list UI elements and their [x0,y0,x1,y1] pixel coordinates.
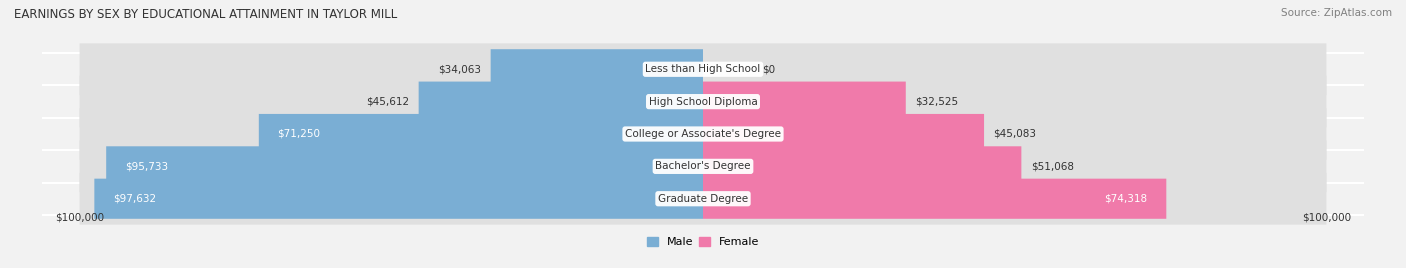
Text: EARNINGS BY SEX BY EDUCATIONAL ATTAINMENT IN TAYLOR MILL: EARNINGS BY SEX BY EDUCATIONAL ATTAINMEN… [14,8,398,21]
FancyBboxPatch shape [703,81,905,122]
Text: $45,612: $45,612 [366,97,409,107]
FancyBboxPatch shape [491,49,703,89]
Text: $51,068: $51,068 [1031,161,1074,171]
Text: $95,733: $95,733 [125,161,167,171]
FancyBboxPatch shape [80,140,1326,192]
FancyBboxPatch shape [419,81,703,122]
FancyBboxPatch shape [703,146,1021,187]
Text: $100,000: $100,000 [1302,213,1351,222]
Text: Graduate Degree: Graduate Degree [658,194,748,204]
FancyBboxPatch shape [703,114,984,154]
Legend: Male, Female: Male, Female [643,233,763,252]
Text: High School Diploma: High School Diploma [648,97,758,107]
Text: $0: $0 [762,64,775,74]
FancyBboxPatch shape [703,179,1167,219]
Text: $45,083: $45,083 [994,129,1036,139]
FancyBboxPatch shape [80,43,1326,95]
FancyBboxPatch shape [80,108,1326,160]
Text: Less than High School: Less than High School [645,64,761,74]
Text: College or Associate's Degree: College or Associate's Degree [626,129,780,139]
FancyBboxPatch shape [259,114,703,154]
FancyBboxPatch shape [80,76,1326,128]
FancyBboxPatch shape [94,179,703,219]
Text: $71,250: $71,250 [277,129,321,139]
FancyBboxPatch shape [80,173,1326,225]
Text: Source: ZipAtlas.com: Source: ZipAtlas.com [1281,8,1392,18]
FancyBboxPatch shape [107,146,703,187]
Text: $97,632: $97,632 [112,194,156,204]
Text: Bachelor's Degree: Bachelor's Degree [655,161,751,171]
Text: $32,525: $32,525 [915,97,959,107]
Text: $100,000: $100,000 [55,213,104,222]
Text: $34,063: $34,063 [439,64,481,74]
Text: $74,318: $74,318 [1105,194,1147,204]
